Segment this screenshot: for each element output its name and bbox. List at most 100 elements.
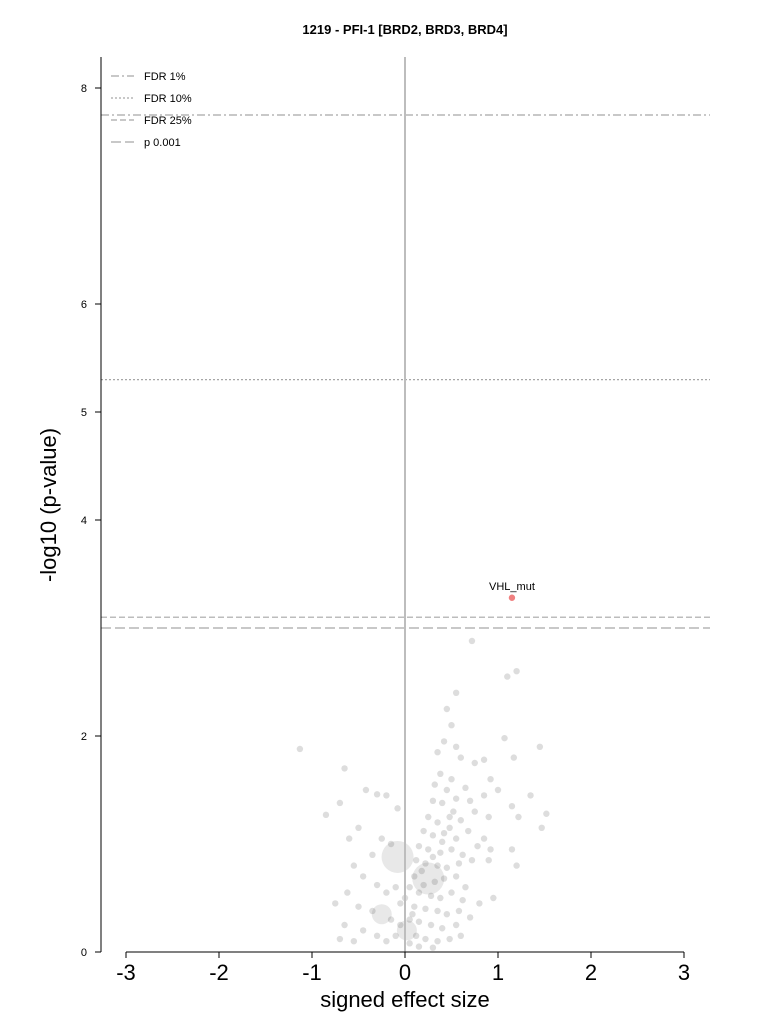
data-point (487, 846, 494, 853)
data-point (452, 873, 460, 880)
data-point (373, 791, 381, 798)
data-point (450, 808, 457, 815)
data-point (350, 862, 358, 869)
data-point (452, 689, 460, 696)
data-point (387, 840, 395, 848)
data-point (396, 920, 417, 941)
data-point (468, 637, 476, 645)
data-point (371, 904, 392, 925)
data-point (443, 705, 451, 713)
data-point (480, 835, 488, 842)
data-point (448, 722, 455, 729)
data-point (527, 792, 534, 799)
data-point (508, 846, 516, 853)
data-point (443, 786, 451, 794)
data-point (462, 784, 469, 792)
data-point (434, 938, 441, 945)
data-point (383, 938, 390, 945)
data-point (362, 786, 370, 794)
x-axis-ticks: -3 -2 -1 0 1 2 3 (116, 952, 690, 985)
highlighted-points: VHL_mut (489, 581, 535, 601)
data-point (369, 907, 376, 915)
x-tick-label: -2 (209, 960, 229, 985)
data-point (341, 921, 348, 929)
data-point (440, 830, 448, 837)
legend-label: FDR 25% (144, 115, 192, 127)
data-point (431, 781, 438, 788)
data-point (443, 864, 451, 871)
data-point (359, 927, 367, 934)
data-point (446, 824, 453, 831)
data-point (476, 900, 483, 907)
data-point (422, 860, 429, 867)
data-point (459, 851, 466, 858)
data-point (462, 884, 469, 891)
data-point (434, 749, 441, 756)
chart-title: 1219 - PFI-1 [BRD2, BRD3, BRD4] (302, 22, 507, 37)
data-point (412, 857, 420, 864)
y-axis-label: -log10 (p-value) (36, 428, 61, 582)
data-point (448, 846, 455, 853)
data-point (427, 921, 435, 929)
data-point (440, 875, 448, 882)
x-tick-label: 3 (678, 960, 690, 985)
data-point (397, 921, 404, 929)
x-tick-label: -3 (116, 960, 136, 985)
data-point (440, 738, 448, 745)
data-point (457, 817, 464, 824)
data-point (406, 940, 413, 947)
x-tick-label: 0 (399, 960, 411, 985)
data-point (448, 776, 455, 783)
data-point (411, 903, 418, 910)
data-point (296, 745, 304, 753)
data-point (485, 857, 492, 864)
data-points (296, 637, 550, 951)
legend-label: p 0.001 (144, 137, 181, 149)
data-point (474, 842, 481, 850)
x-tick-label: 2 (585, 960, 597, 985)
data-point (448, 889, 455, 896)
data-point (429, 944, 437, 951)
data-point (427, 892, 435, 900)
data-point (429, 832, 437, 839)
data-point (536, 743, 544, 750)
data-point (415, 918, 423, 925)
data-point (411, 873, 418, 880)
data-point (429, 797, 437, 804)
data-point (452, 795, 460, 802)
data-point (457, 754, 464, 761)
data-point (480, 756, 488, 763)
data-point (510, 754, 518, 761)
data-point (437, 849, 444, 856)
data-point (446, 813, 453, 821)
data-point (373, 932, 381, 939)
data-point (415, 842, 423, 850)
legend: FDR 1% FDR 10% FDR 25% p 0.001 (111, 71, 192, 149)
y-tick-label: 0 (81, 947, 87, 959)
data-point (344, 889, 351, 896)
data-point (538, 824, 545, 831)
data-point (465, 827, 472, 835)
data-point (455, 907, 463, 915)
data-point (412, 932, 420, 939)
data-point (369, 851, 376, 858)
data-point (350, 938, 358, 945)
data-point (487, 776, 494, 783)
data-point (425, 846, 432, 853)
data-point (415, 889, 423, 896)
data-point (439, 838, 446, 846)
data-point (346, 835, 353, 842)
data-point (513, 862, 520, 869)
data-point (471, 808, 478, 815)
data-point (341, 765, 348, 772)
data-point (466, 914, 474, 921)
data-point (508, 803, 516, 810)
data-point (332, 900, 339, 907)
y-tick-label: 4 (81, 515, 87, 527)
data-point (471, 759, 478, 767)
data-point (336, 935, 344, 943)
x-tick-label: 1 (492, 960, 504, 985)
data-point (480, 792, 488, 799)
data-point (446, 935, 453, 943)
legend-label: FDR 1% (144, 71, 186, 83)
